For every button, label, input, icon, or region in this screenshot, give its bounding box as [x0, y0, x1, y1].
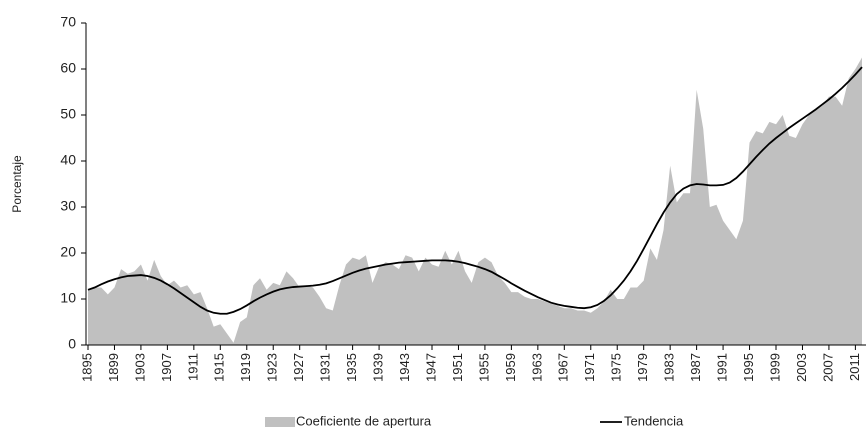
x-tick-label: 2007 [820, 353, 835, 382]
x-tick-label: 1983 [662, 353, 677, 382]
x-tick-label: 1915 [212, 353, 227, 382]
x-tick-label: 1935 [344, 353, 359, 382]
y-tick-label: 50 [60, 106, 76, 122]
area [88, 57, 862, 345]
x-tick-label: 1951 [450, 353, 465, 382]
y-tick-label: 30 [60, 198, 76, 214]
x-tick-label: 1971 [582, 353, 597, 382]
legend-label: Coeficiente de apertura [296, 413, 432, 428]
x-tick-label: 1963 [529, 353, 544, 382]
x-tick-label: 2011 [847, 353, 862, 381]
x-tick-label: 1899 [106, 353, 121, 382]
x-tick-label: 1999 [767, 353, 782, 382]
y-tick-label: 60 [60, 60, 76, 76]
y-tick-label: 0 [68, 336, 76, 352]
x-tick-label: 1947 [423, 353, 438, 382]
x-tick-label: 1975 [609, 353, 624, 382]
x-tick-label: 1995 [741, 353, 756, 382]
x-tick-label: 1955 [476, 353, 491, 382]
x-tick-label: 1967 [556, 353, 571, 382]
x-tick-label: 1939 [371, 353, 386, 382]
x-tick-label: 1903 [132, 353, 147, 382]
x-tick-label: 1979 [635, 353, 650, 382]
x-tick-label: 1927 [291, 353, 306, 382]
x-tick-label: 2003 [794, 353, 809, 382]
y-tick-label: 10 [60, 290, 76, 306]
legend-swatch [265, 417, 295, 427]
x-tick-label: 1911 [185, 353, 200, 381]
x-tick-label: 1907 [159, 353, 174, 382]
x-tick-label: 1987 [688, 353, 703, 382]
x-tick-label: 1919 [238, 353, 253, 382]
x-tick-label: 1895 [79, 353, 94, 382]
legend-label: Tendencia [624, 413, 684, 428]
x-tick-label: 1959 [503, 353, 518, 382]
x-tick-label: 1931 [318, 353, 333, 382]
y-tick-label: 40 [60, 152, 76, 168]
x-tick-label: 1991 [715, 353, 730, 382]
y-tick-label: 70 [60, 14, 76, 30]
x-tick-label: 1923 [265, 353, 280, 382]
trend-line [87, 66, 863, 315]
y-tick-label: 20 [60, 244, 76, 260]
y-axis-label: Porcentaje [10, 155, 24, 213]
x-tick-label: 1943 [397, 353, 412, 382]
